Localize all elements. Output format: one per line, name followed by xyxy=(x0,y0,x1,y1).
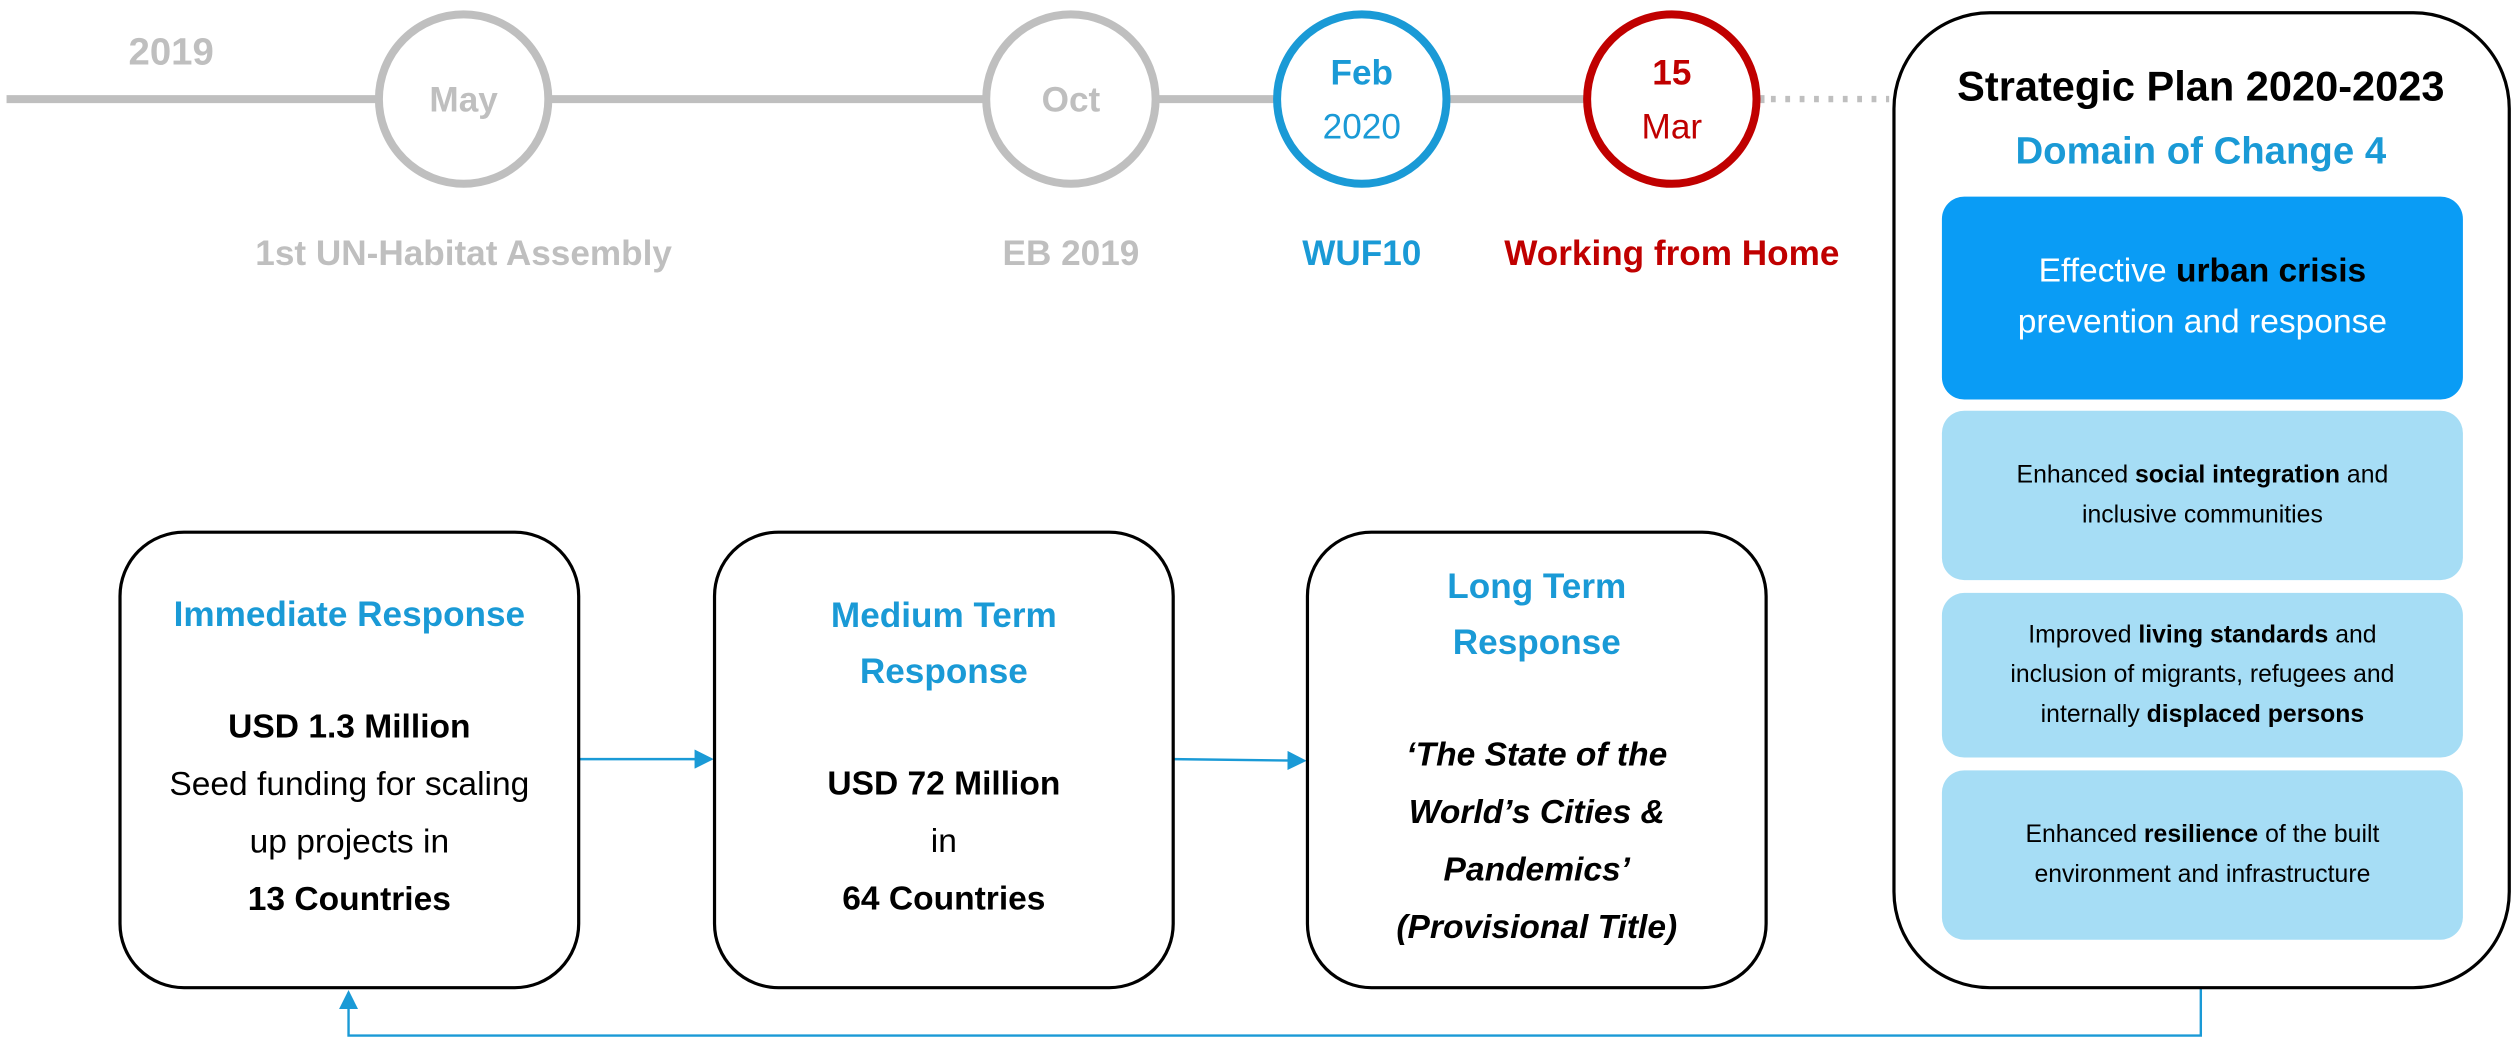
event-circle xyxy=(982,10,1160,188)
domain-text: inclusive communities xyxy=(2082,501,2323,528)
arrow xyxy=(1173,750,1307,771)
domain-text-part: urban crisis xyxy=(2176,252,2366,289)
event-date: Oct xyxy=(1042,81,1101,120)
domain-text-part: prevention and response xyxy=(2018,303,2387,340)
response-box xyxy=(118,530,581,990)
plan-subtitle: Domain of Change 4 xyxy=(2015,130,2386,173)
event-label: EB 2019 xyxy=(1003,234,1140,273)
feedback-arrow xyxy=(338,987,2203,1037)
domain-text: inclusion of migrants, refugees and xyxy=(2010,661,2394,688)
event-label: 1st UN-Habitat Assembly xyxy=(255,234,672,273)
response-box xyxy=(712,530,1175,990)
event-date: May xyxy=(429,81,498,120)
response-text: USD 72 Million xyxy=(827,765,1060,802)
domain-text-part: of the built xyxy=(2258,821,2379,848)
domain-box xyxy=(1941,770,2463,940)
domain-text-part: internally xyxy=(2041,701,2147,728)
event-circle xyxy=(1583,10,1761,188)
response-text: ‘The State of the xyxy=(1406,737,1667,774)
response-text: (Provisional Title) xyxy=(1396,909,1677,946)
domain-box xyxy=(1941,196,2463,400)
domain-text-part: environment and infrastructure xyxy=(2034,861,2370,888)
domain-text-part: living standards xyxy=(2138,621,2328,648)
domain-text-part: resilience xyxy=(2144,821,2258,848)
domain-text-part: inclusion of migrants, refugees and xyxy=(2010,661,2394,688)
response-text: 13 Countries xyxy=(248,881,451,918)
domain-text: Enhanced resilience of the built xyxy=(2025,821,2379,848)
response-title: Response xyxy=(860,652,1028,691)
event-date: 15 xyxy=(1652,53,1691,92)
response-text: World’s Cities & xyxy=(1409,794,1665,831)
year: 2019 xyxy=(128,30,213,73)
domain-text-part: inclusive communities xyxy=(2082,501,2323,528)
event-label: WUF10 xyxy=(1302,234,1421,273)
response-title: Long Term xyxy=(1447,567,1626,606)
event-date: Feb xyxy=(1331,53,1393,92)
event-circle xyxy=(1273,10,1451,188)
domain-text-part: Effective xyxy=(2039,252,2176,289)
event-circle xyxy=(374,10,553,188)
event-date: 2020 xyxy=(1323,108,1401,147)
domain-text-part: displaced persons xyxy=(2147,701,2364,728)
response-text: Seed funding for scaling xyxy=(169,766,529,803)
domain-text: internally displaced persons xyxy=(2041,701,2364,728)
response-text: up projects in xyxy=(250,824,450,861)
response-text: 64 Countries xyxy=(842,880,1045,917)
domain-text-part: Enhanced xyxy=(2017,461,2135,488)
response-text: in xyxy=(931,823,957,860)
domain-box xyxy=(1941,410,2463,581)
domain-text-part: Enhanced xyxy=(2025,821,2143,848)
domain-text-part: social integration xyxy=(2135,461,2340,488)
response-title: Immediate Response xyxy=(174,595,526,634)
domain-text-part: and xyxy=(2328,621,2376,648)
domain-text: Improved living standards and xyxy=(2028,621,2376,648)
plan-title: Strategic Plan 2020-2023 xyxy=(1957,62,2444,109)
domain-text: prevention and response xyxy=(2018,303,2387,340)
domain-text: environment and infrastructure xyxy=(2034,861,2370,888)
response-text: USD 1.3 Million xyxy=(228,709,470,746)
domain-text: Enhanced social integration and xyxy=(2017,461,2389,488)
response-text: Pandemics’ xyxy=(1444,852,1631,889)
response-title: Medium Term xyxy=(831,596,1057,635)
domain-text-part: Improved xyxy=(2028,621,2138,648)
event-label: Working from Home xyxy=(1504,234,1839,273)
response-title: Response xyxy=(1453,623,1621,662)
domain-text-part: and xyxy=(2340,461,2388,488)
event-date: Mar xyxy=(1642,108,1703,147)
response-box xyxy=(1305,530,1768,990)
domain-box xyxy=(1941,592,2463,758)
domain-text: Effective urban crisis xyxy=(2039,252,2367,289)
